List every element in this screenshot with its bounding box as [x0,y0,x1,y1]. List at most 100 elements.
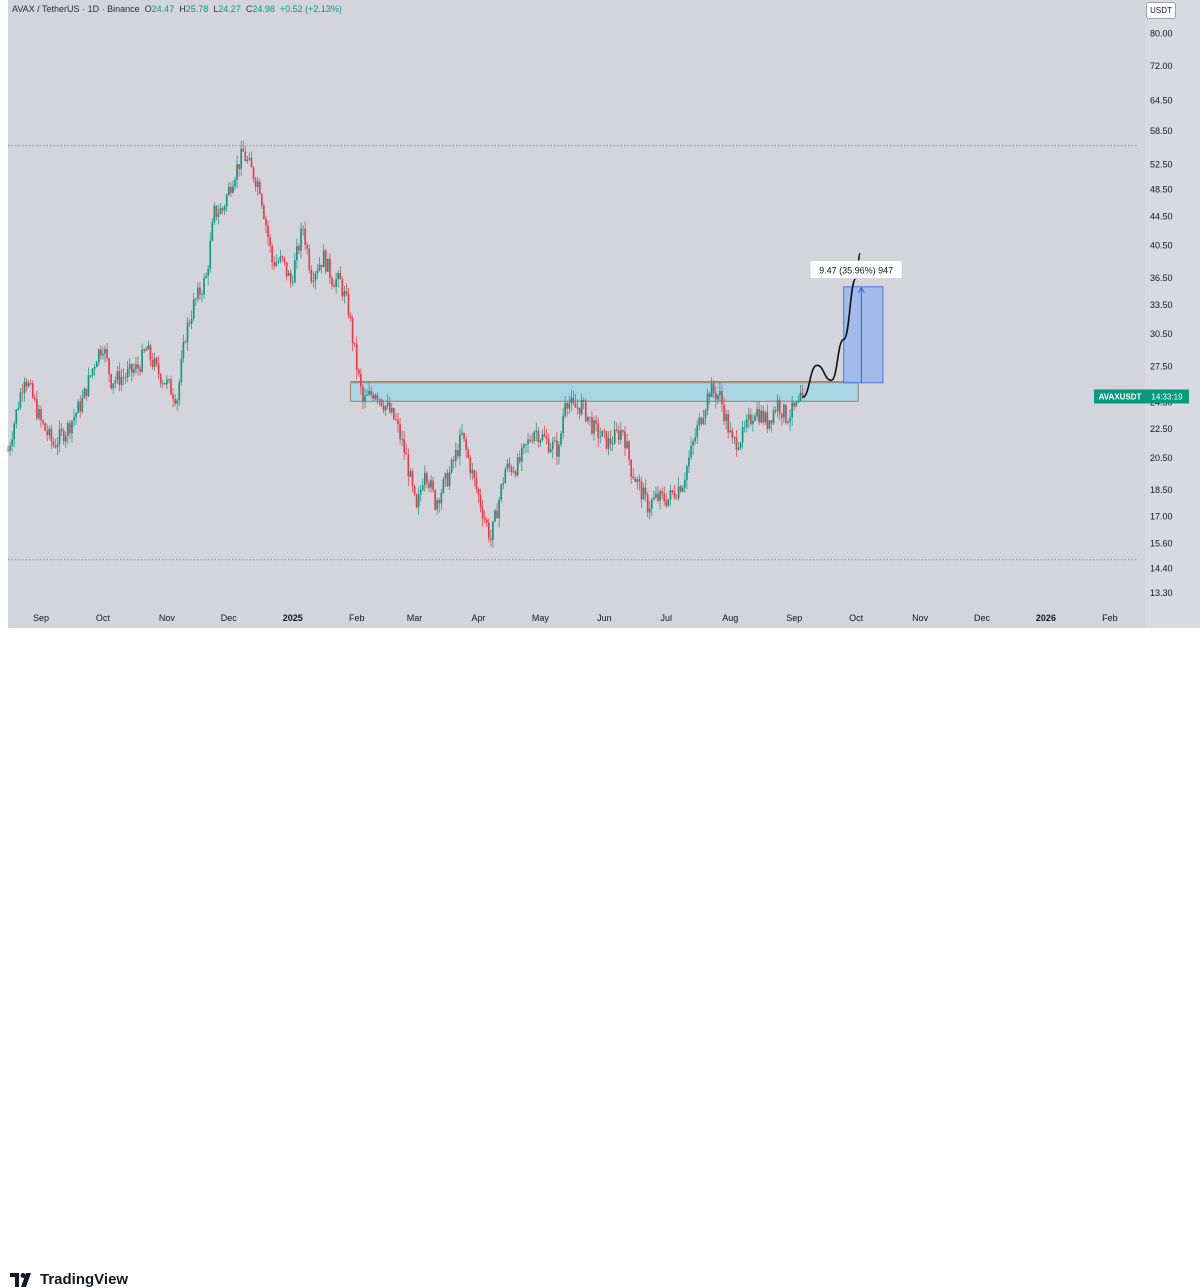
candle-body [219,208,222,214]
candle-body [287,273,290,277]
candle-body [277,261,280,263]
candle-body [108,358,110,375]
candle-body [355,343,358,370]
candle-body [432,480,434,491]
candle-body [27,383,30,387]
candle-body [636,479,639,483]
high-value: 25.78 [185,4,209,14]
candle-body [327,258,329,272]
candle-body [151,359,154,367]
candle-body [44,423,46,431]
candle-body [306,244,309,249]
candle-body [756,409,758,417]
candle-body [335,279,337,287]
candle-body [155,358,158,364]
candle-body [496,510,498,519]
candle-body [252,167,255,180]
candle-body [465,438,467,450]
candle-body [684,480,686,488]
candle-body [93,366,96,369]
candle-body [620,430,622,440]
candle-body [128,363,131,369]
candle-body [250,157,253,168]
candle-body [438,500,441,504]
price-axis[interactable] [1145,0,1200,628]
candle-body [312,280,315,282]
candle-body [347,294,350,316]
y-tick-label: 52.50 [1150,160,1173,170]
resistance-zone[interactable] [350,382,859,402]
candle-body [102,353,104,356]
candle-body [180,358,183,382]
candle-body [556,440,558,457]
candle-body [213,205,216,223]
symbol-interval[interactable]: 1D [87,4,100,14]
candle-body [236,164,238,180]
candle-body [294,260,296,283]
footer: TradingView [0,628,1200,1288]
price-label-time: 14:33:19 [1151,392,1183,401]
candle-body [721,391,723,405]
candle-body [271,245,273,263]
candle-body [783,404,785,418]
candle-body [345,291,348,295]
candle-body [291,282,294,284]
currency-badge[interactable]: USDT [1146,2,1176,19]
y-tick-label: 22.50 [1150,424,1173,434]
price-label-time-bg [1146,389,1189,404]
candle-body [209,240,212,269]
candle-body [384,405,387,411]
x-tick-label: Sep [786,613,802,623]
candle-body [7,450,9,452]
x-tick-label: Dec [974,613,991,623]
candle-body [549,449,552,453]
candle-body [719,391,721,396]
candle-body [626,441,628,449]
candle-body [578,407,581,415]
candle-body [615,429,618,431]
y-tick-label: 15.60 [1150,538,1173,548]
candle-body [537,430,540,443]
candle-body [776,399,779,412]
candle-body [370,390,373,395]
price-label-symbol[interactable]: AVAXUSDT [1099,392,1142,401]
candle-body [64,435,67,442]
candle-body [667,499,670,506]
candle-body [454,450,457,461]
candle-body [275,262,278,267]
x-tick-label: May [532,613,550,623]
candle-body [708,393,711,397]
candle-body [770,420,773,424]
candle-body [650,499,653,509]
candle-body [143,349,146,352]
candle-body [531,441,533,442]
candle-body [372,394,375,399]
candle-body [374,394,377,399]
candle-body [267,225,269,238]
projection-box[interactable] [843,286,884,384]
candle-body [411,471,414,486]
candle-body [471,470,474,474]
candle-body [772,410,775,424]
candle-body [73,417,75,422]
close-value: 24.98 [252,4,275,14]
plot-area[interactable] [8,0,1145,628]
candle-body [159,374,162,384]
candle-body [516,457,519,476]
candle-body [696,425,699,438]
price-chart[interactable]: 9.47 (35.96%) 947 80.00 72.00 64.50 58.50 52… [0,0,1200,628]
projection-arrow-head [857,286,865,294]
tradingview-logo[interactable]: TradingView [10,1271,128,1288]
symbol-pair[interactable]: AVAX / TetherUS [12,4,80,14]
candle-body [421,485,424,490]
x-tick-label: Nov [159,613,176,623]
candle-body [752,420,754,424]
candle-body [265,218,267,226]
candle-body [77,401,79,414]
candle-body [318,264,321,271]
candle-body [390,407,393,413]
candle-body [799,392,802,402]
candle-body [192,299,195,319]
candle-body [760,410,763,423]
candle-body [337,273,339,280]
